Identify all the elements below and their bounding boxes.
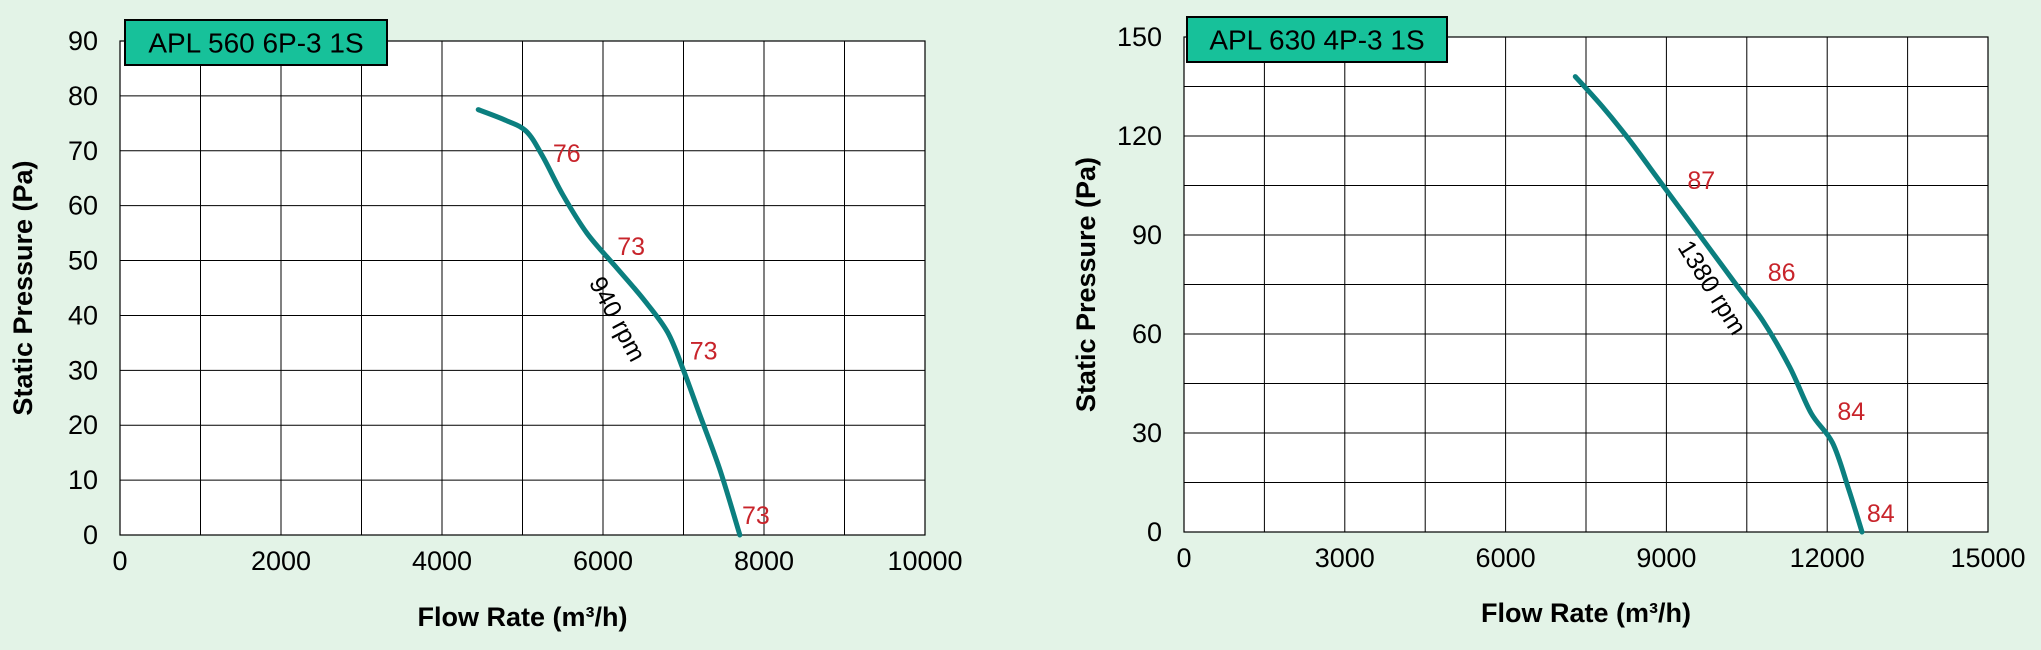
y-tick-label: 20 [68, 410, 98, 440]
y-tick-label: 120 [1117, 121, 1162, 151]
y-tick-label: 90 [1132, 220, 1162, 250]
title-box [124, 19, 388, 66]
noise-level-label: 84 [1837, 398, 1865, 426]
chart-title: APL 630 4P-3 1S [1209, 25, 1424, 56]
y-tick-label: 60 [68, 191, 98, 221]
y-tick-label: 70 [68, 136, 98, 166]
chart-1: 0 2000 4000 6000 8000 10000 0 10 20 30 40 50 60 70 80 9… [8, 19, 963, 632]
y-tick-label: 0 [83, 520, 98, 550]
x-tick-label: 0 [1176, 543, 1191, 573]
noise-level-label: 73 [690, 337, 718, 365]
x-tick-label: 4000 [412, 546, 472, 576]
noise-level-label: 73 [617, 233, 645, 261]
y-tick-label: 0 [1147, 517, 1162, 547]
y-tick-label: 10 [68, 465, 98, 495]
y-axis-title: Static Pressure (Pa) [8, 160, 38, 415]
fan-curve-line [1572, 74, 1865, 535]
y-tick-label: 80 [68, 81, 98, 111]
y-tick-label: 150 [1117, 22, 1162, 52]
y-tick-label: 30 [68, 355, 98, 385]
x-axis-title: Flow Rate (m³/h) [418, 602, 628, 632]
x-tick-label: 12000 [1790, 543, 1865, 573]
noise-level-label: 76 [553, 140, 581, 168]
y-tick-label: 30 [1132, 418, 1162, 448]
x-tick-label: 6000 [1476, 543, 1536, 573]
chart-title: APL 560 6P-3 1S [148, 28, 363, 59]
x-tick-label: 10000 [887, 546, 962, 576]
fan-curve-line [475, 107, 743, 538]
x-tick-label: 0 [112, 546, 127, 576]
y-axis-title: Static Pressure (Pa) [1071, 157, 1101, 412]
noise-level-label: 86 [1768, 259, 1796, 287]
x-tick-label: 9000 [1636, 543, 1696, 573]
y-tick-label: 90 [68, 26, 98, 56]
y-tick-label: 50 [68, 246, 98, 276]
noise-level-label: 87 [1687, 167, 1715, 195]
x-axis-title: Flow Rate (m³/h) [1481, 598, 1691, 628]
x-tick-label: 6000 [573, 546, 633, 576]
x-tick-label: 8000 [734, 546, 794, 576]
x-tick-label: 3000 [1315, 543, 1375, 573]
title-box [1186, 16, 1448, 63]
y-tick-label: 40 [68, 300, 98, 330]
plot-border [1183, 36, 1989, 533]
y-tick-label: 60 [1132, 319, 1162, 349]
chart-2: 0 3000 6000 9000 12000 15000 0 30 60 90 120 150 Flow… [1071, 16, 2026, 628]
x-tick-label: 2000 [251, 546, 311, 576]
noise-level-label: 84 [1867, 500, 1895, 528]
noise-level-label: 73 [742, 502, 770, 530]
x-tick-label: 15000 [1950, 543, 2025, 573]
plot-border [119, 40, 926, 536]
